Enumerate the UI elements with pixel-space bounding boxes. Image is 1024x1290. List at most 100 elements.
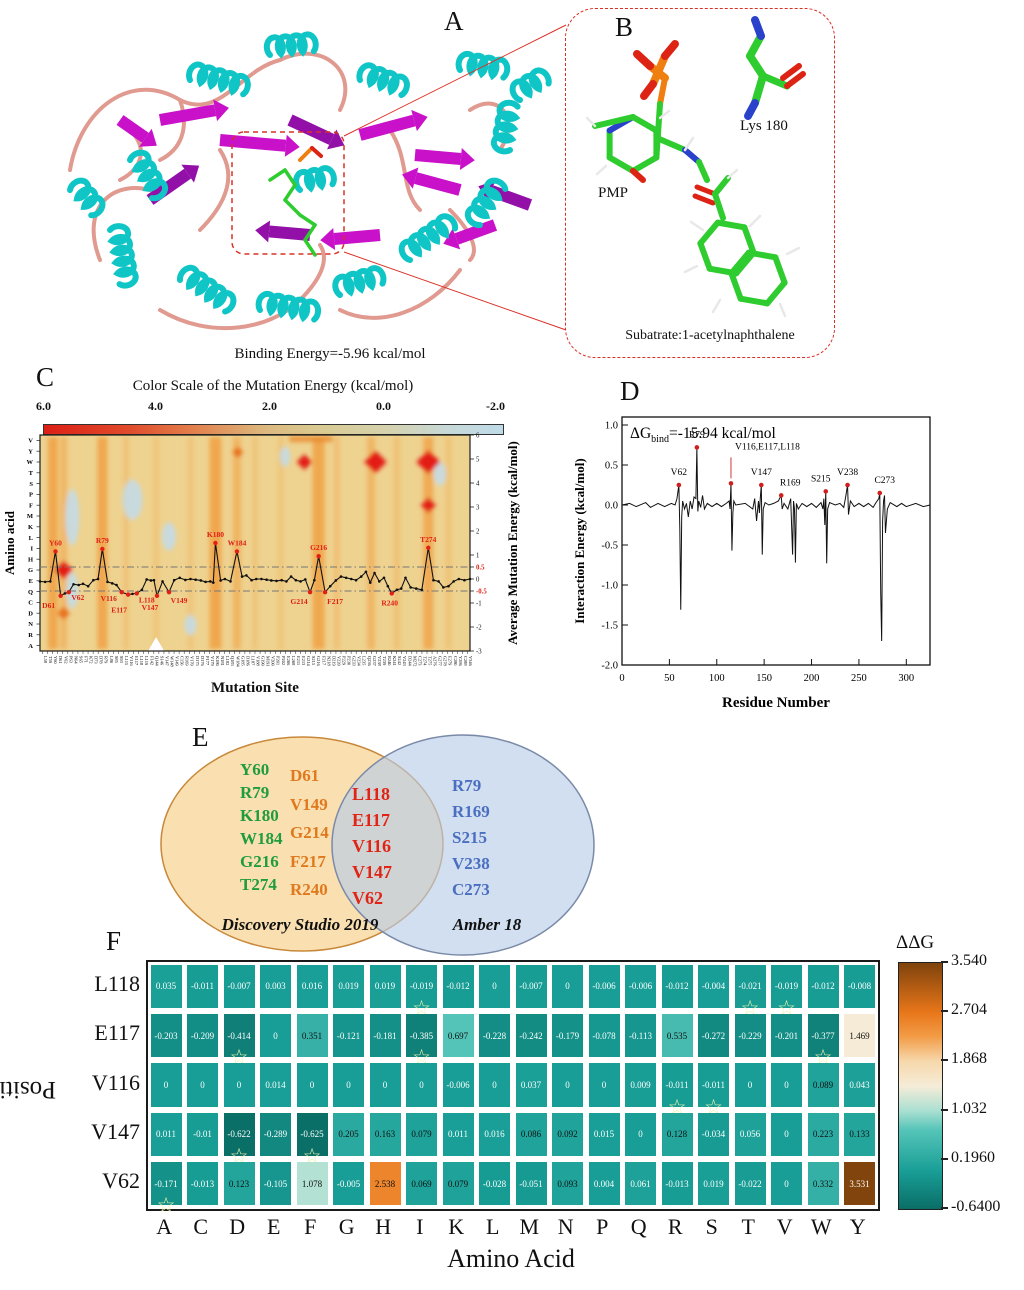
f-col-label: C [193,1214,209,1239]
dip-dot [58,593,63,598]
heatmap-cell: 0 [552,1063,583,1107]
protein-loop [338,268,462,320]
colorbar-tick-mark [941,1207,948,1209]
mutation-site-tick: V62 [63,656,68,664]
peak-dot [823,489,829,494]
f-col-label: K [448,1214,465,1239]
alpha-helix [176,264,237,315]
colorbar-tick-label: 0.1960 [951,1148,995,1166]
dip-label: D61 [42,601,55,610]
heatmap-cell: 0 [588,1063,620,1107]
cell-value: 0 [309,1079,315,1090]
colorbar-tick-label: 3.540 [951,952,987,969]
mutation-site-tick: G214 [306,656,311,667]
pmp-label: PMP [598,185,629,201]
heatmap-cell: -0.019 ☆ [771,964,802,1018]
venn-item-ds-secondary: R240 [290,880,328,899]
mutation-site-tick: N64 [73,656,78,664]
cell-value: -0.113 [629,1030,652,1041]
heatmap-cell: 3.531 [844,1162,875,1206]
heatmap-cell: -0.179 [552,1013,583,1058]
heatmap-cell: 0 [771,1162,802,1206]
heatmap-cell: 0.123 [223,1162,255,1206]
f-col-label: Q [630,1214,647,1239]
dip-dot [307,590,313,595]
heatmap-texture [47,436,452,649]
cell-value: 0.079 [447,1178,469,1189]
venn-item-amber: C273 [452,880,490,899]
lys-oxygen [780,63,802,81]
venn-right-title: Amber 18 [452,915,522,934]
amino-acid-tick: I [30,546,33,553]
mutation-site-tick: F71 [84,656,89,663]
cell-value: -0.203 [154,1030,178,1041]
heatmap-cell: -0.385 ☆ [406,1013,437,1068]
heatmap-cell: 0.043 [844,1063,875,1107]
mutation-site-tick: S215 [311,656,316,666]
ligand-stick [268,168,287,182]
amino-acid-tick: D [28,610,33,617]
y-tick-label: -1.5 [601,621,618,632]
peak-dot [53,549,58,554]
colorbar-tick-mark [941,1010,948,1013]
heatmap-cell: -0.021 ☆ [734,964,766,1018]
cell-value: -0.051 [519,1178,543,1189]
cell-value: 0 [784,1178,789,1189]
hydrogen-stick [748,214,762,228]
mutation-site-tick: L187 [250,656,255,666]
x-tick-label: 200 [804,673,820,684]
colorbar-tick-mark [941,961,948,963]
ligand-stick [303,238,317,257]
mutation-site-tick: N181 [220,656,225,666]
heatmap-cell: -0.051 [515,1162,547,1206]
heatmap-white-triangle [148,637,165,651]
cell-value: 0.019 [374,981,396,992]
venn-item-ds-unique: T274 [240,875,277,894]
cell-value: 0.019 [338,981,359,992]
protein-loop [158,98,186,162]
schiff-bond [654,135,688,153]
heatmap-cell: 0.019 [698,1162,729,1206]
heatmap-cell: 0.332 [807,1162,839,1206]
heatmap-cell: 0 [771,1063,802,1107]
cell-value: -0.625 [300,1129,324,1140]
colorbar-tick-label: 1.032 [951,1099,987,1117]
cell-value: 0 [565,1079,570,1090]
mutation-site-tick: Q144 [154,656,159,667]
right-axis-tick: 0.5 [476,564,485,571]
mutation-site-tick: C280 [453,656,458,666]
peak-label: T274 [420,535,437,544]
mutation-site-tick: S242 [397,656,402,665]
cell-value: 0 [601,1079,607,1090]
peak-dot [759,482,764,488]
dip-dot [66,590,72,595]
plot-frame [621,416,931,666]
star-marker: ☆ [302,1144,322,1169]
venn-item-ds-unique: R79 [240,783,270,802]
alpha-helix [455,50,511,81]
mutation-site-tick: K241 [392,656,397,666]
mutation-site-tick: S85 [114,656,119,664]
mutation-site-tick: L58 [43,656,48,664]
ligand-stick [283,168,297,187]
mutation-site-tick: V220 [336,656,341,667]
f-col-label: R [667,1214,683,1239]
amino-acid-tick: Q [28,589,33,596]
heatmap-cell: 0.351 [296,1013,328,1058]
heatmap-cell: 0 [150,1063,182,1107]
x-tick-label: 100 [709,673,725,684]
mutation-site-tick: E279 [448,656,453,666]
amino-acid-tick: L [29,535,34,542]
ligand-stick [283,198,302,217]
cell-value: 0.069 [411,1178,432,1189]
cell-value: 0 [236,1079,242,1090]
colorbar-tick-label: 2.704 [951,1001,987,1019]
naphthalene-bond [728,249,752,277]
heatmap-cell: 0 [734,1063,766,1107]
cell-value: -0.289 [263,1129,288,1140]
y-tick-label: 0.5 [605,461,618,472]
mutation-site-tick: N218 [326,656,331,667]
peak-label: R79 [96,536,109,545]
venn-item-shared: V62 [352,888,383,908]
heatmap-cell: -0.622 ☆ [223,1112,255,1167]
